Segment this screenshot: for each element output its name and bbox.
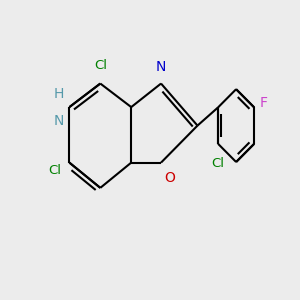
Text: Cl: Cl [94, 59, 107, 72]
Text: F: F [260, 96, 268, 110]
Text: O: O [165, 171, 176, 184]
Text: N: N [53, 113, 64, 128]
Text: N: N [156, 60, 166, 74]
Text: Cl: Cl [49, 164, 62, 177]
Text: Cl: Cl [212, 157, 225, 170]
Text: H: H [53, 87, 64, 101]
